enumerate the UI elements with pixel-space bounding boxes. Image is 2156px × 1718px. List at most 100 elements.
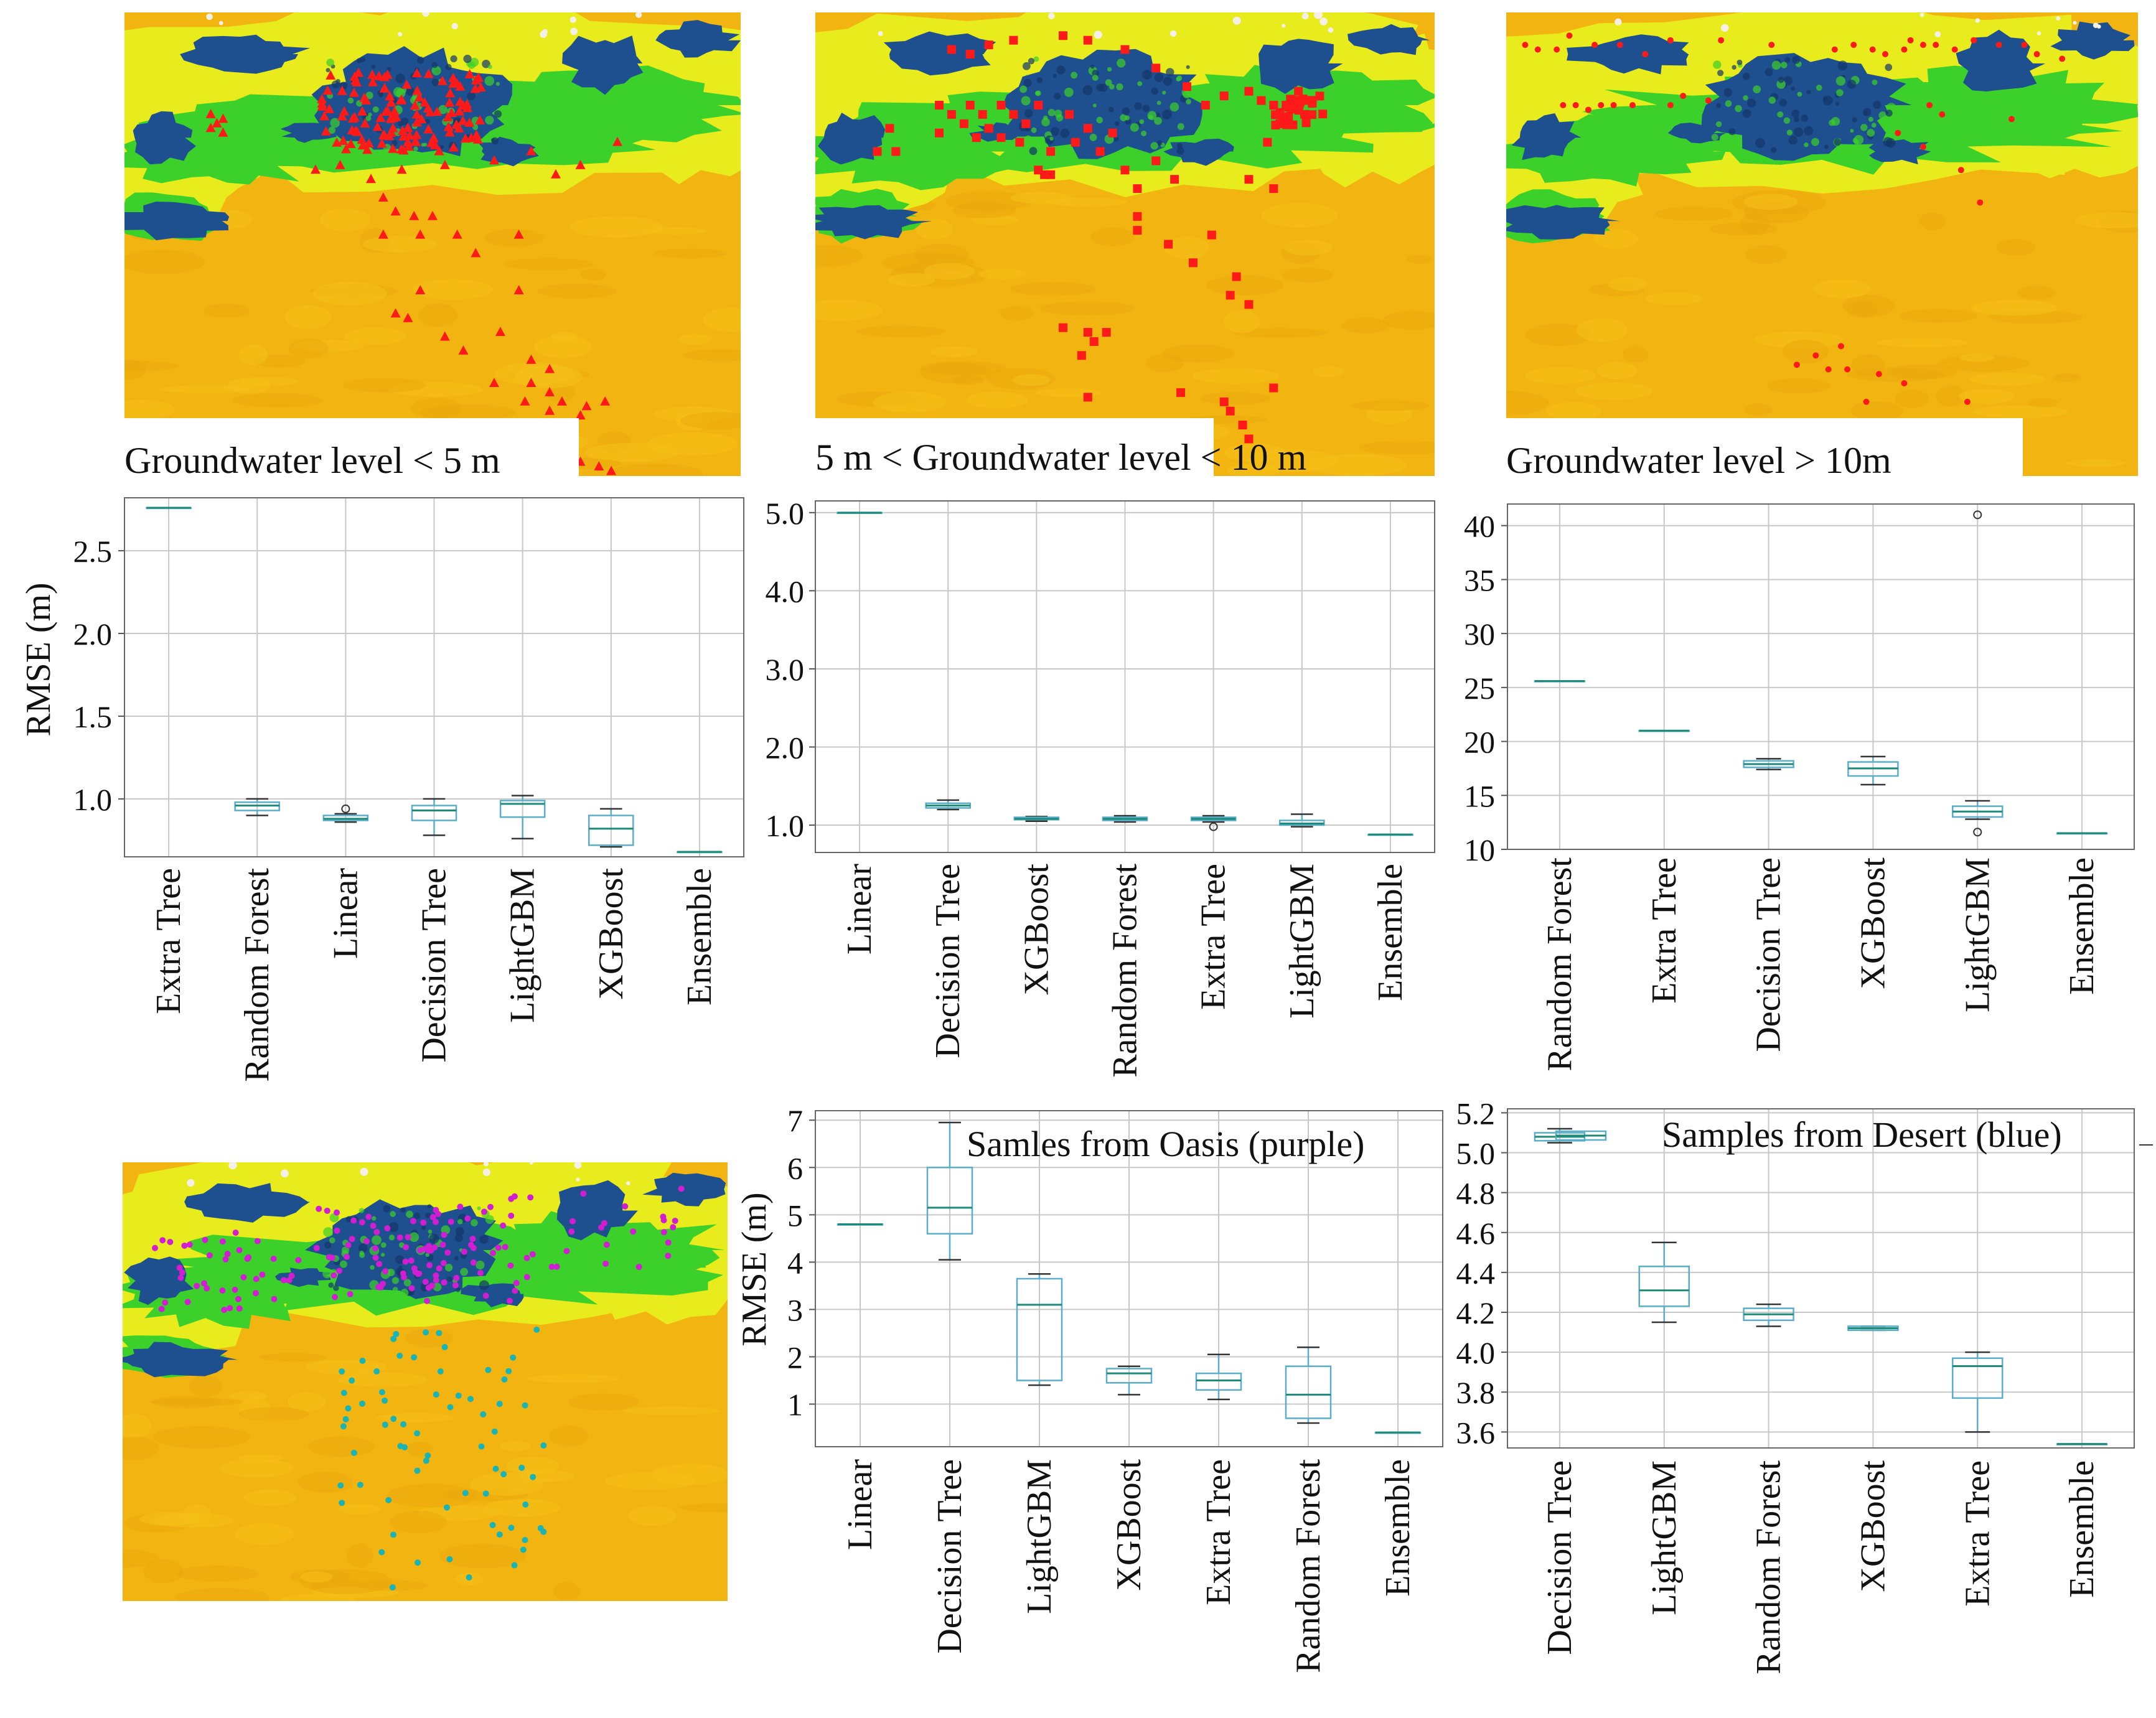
sample-marker xyxy=(1318,110,1328,119)
map-desert-texture xyxy=(2017,286,2056,300)
sample-marker xyxy=(512,1287,518,1294)
sample-marker xyxy=(594,461,604,471)
map-oasis-speckle xyxy=(1147,111,1157,120)
x-category-label: Extra Tree xyxy=(1194,864,1233,1010)
map-oasis-speckle xyxy=(1713,60,1722,69)
map-oasis-speckle xyxy=(406,1210,413,1218)
map-snow-speck xyxy=(1975,18,1980,23)
map-oasis-speckle xyxy=(1797,91,1802,97)
sample-marker xyxy=(221,1307,228,1314)
sample-marker xyxy=(1919,42,1926,49)
map-snow-speck xyxy=(569,16,576,23)
sample-marker xyxy=(218,127,228,137)
x-category-label: Linear xyxy=(840,864,879,955)
sample-marker xyxy=(390,1416,397,1422)
sample-marker xyxy=(433,1277,439,1284)
map-snow-speck xyxy=(2036,31,2041,35)
map-desert-texture xyxy=(533,335,592,358)
map-caption: Groundwater level > 10m xyxy=(1506,440,1891,481)
sample-marker xyxy=(390,308,401,318)
sample-marker xyxy=(331,1294,338,1300)
map-oasis-speckle xyxy=(356,58,362,63)
sample-marker xyxy=(335,159,345,169)
sample-marker xyxy=(322,85,333,95)
sample-marker xyxy=(370,1223,377,1230)
sample-marker xyxy=(340,1389,347,1396)
map-snow-speck xyxy=(1094,30,1102,39)
sample-marker xyxy=(338,135,349,145)
map-desert-texture xyxy=(680,412,741,430)
map-oasis-speckle xyxy=(1778,77,1784,83)
sample-marker xyxy=(349,87,359,97)
map-oasis-speckle xyxy=(1837,60,1848,71)
sample-marker xyxy=(1108,128,1117,138)
sample-marker xyxy=(357,140,368,150)
map-desert-texture xyxy=(888,273,935,287)
sample-marker xyxy=(1183,82,1191,91)
map-oasis-speckle xyxy=(467,61,476,69)
map-oasis-speckle xyxy=(1742,72,1750,80)
sample-marker xyxy=(978,110,987,119)
sample-marker xyxy=(1572,102,1579,108)
sample-marker xyxy=(382,1421,388,1428)
sample-marker xyxy=(408,1257,415,1264)
sample-marker xyxy=(380,106,391,116)
map-oasis-speckle xyxy=(365,91,373,100)
box-iqr xyxy=(1285,1365,1332,1419)
y-tick-label: 2.0 xyxy=(766,731,805,765)
x-category-label: Ensemble xyxy=(1379,1459,1417,1597)
map-oasis-speckle xyxy=(471,1219,478,1226)
map-snow-speck xyxy=(1919,12,1924,17)
sample-marker xyxy=(873,147,882,156)
map-panel-3 xyxy=(1506,12,2138,476)
sample-marker xyxy=(1837,343,1844,350)
sample-marker xyxy=(403,1244,410,1251)
sample-marker xyxy=(445,88,456,98)
map-oasis-speckle xyxy=(1725,142,1730,147)
map-desert-texture xyxy=(815,299,883,321)
sample-marker xyxy=(467,1396,474,1403)
map-desert-texture xyxy=(189,1375,222,1397)
sample-marker xyxy=(1089,337,1099,346)
sample-marker xyxy=(177,1274,184,1281)
map-oasis-speckle xyxy=(490,138,495,142)
map-desert-texture xyxy=(499,1441,531,1451)
map-oasis-speckle xyxy=(328,1282,334,1288)
map-oasis-speckle xyxy=(1743,95,1748,101)
sample-marker xyxy=(1667,37,1674,44)
sample-marker xyxy=(533,1326,540,1333)
map-oasis-speckle xyxy=(421,1225,426,1230)
map-desert-texture xyxy=(1382,310,1435,330)
map-oasis-speckle xyxy=(1041,118,1050,127)
plot-area xyxy=(1507,1109,2134,1448)
map-desert-texture xyxy=(1876,338,1969,348)
sample-marker xyxy=(1907,37,1914,44)
box-outlier xyxy=(341,804,350,813)
map-snow-speck xyxy=(482,1168,490,1177)
x-category-label: Ensemble xyxy=(1371,864,1410,1001)
sample-marker xyxy=(204,1285,210,1292)
sample-marker xyxy=(522,1536,528,1543)
sample-marker xyxy=(947,45,956,54)
sample-marker xyxy=(1831,46,1838,53)
map-oasis-speckle xyxy=(425,1212,431,1218)
map-oasis-speckle xyxy=(1834,138,1842,146)
map-oasis-speckle xyxy=(328,126,335,134)
map-oasis-speckle xyxy=(1028,58,1035,65)
map-oasis-speckle xyxy=(1862,108,1872,116)
sample-marker xyxy=(1083,124,1092,133)
sample-marker xyxy=(270,1256,277,1263)
sample-marker xyxy=(606,465,617,475)
sample-marker xyxy=(397,125,408,135)
sample-marker xyxy=(186,1241,193,1248)
sample-marker xyxy=(378,192,388,202)
map-oasis-speckle xyxy=(1052,73,1057,78)
map-oasis-speckle xyxy=(1176,147,1184,155)
sample-marker xyxy=(437,75,448,85)
map-oasis-speckle xyxy=(372,1216,377,1221)
box-outlier xyxy=(1209,822,1218,831)
sample-marker xyxy=(271,1296,278,1302)
map-desert-texture xyxy=(418,303,458,327)
sample-marker xyxy=(2008,116,2015,123)
map-oasis-speckle xyxy=(383,1205,391,1213)
